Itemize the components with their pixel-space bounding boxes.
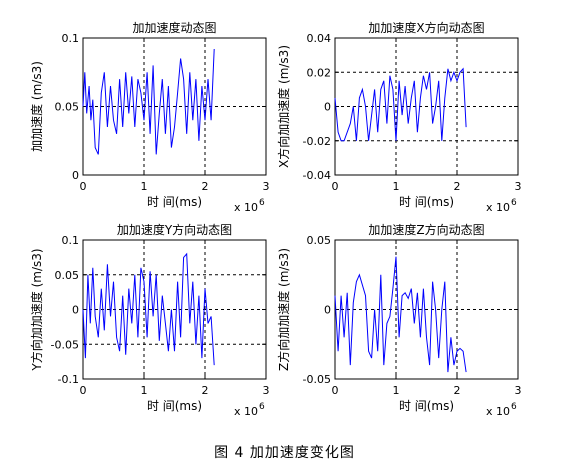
panel3-y-tick-label: 0 <box>72 304 79 317</box>
panel2-y-tick-label: -0.02 <box>303 135 331 148</box>
panel1-x-tick-label: 1 <box>141 180 148 193</box>
panel3-x-tick-label: 2 <box>202 384 209 397</box>
panel4-series-line <box>334 256 467 373</box>
panel3-x-tick-label: 1 <box>141 384 148 397</box>
panel2-y-tick-label: 0.04 <box>307 32 332 45</box>
panel1-x-axis-label: 时 间(ms) <box>147 195 202 209</box>
panel3-x-tick-label: 0 <box>80 384 87 397</box>
panel2-x-tick-label: 1 <box>393 180 400 193</box>
panel2-x-axis-label: 时 间(ms) <box>399 195 454 209</box>
panel3-y-tick-label: 0.05 <box>55 269 80 282</box>
panel1-series-line <box>82 48 215 155</box>
panel4-x-tick-label: 3 <box>515 384 522 397</box>
panel3-y-tick-label: 0.1 <box>62 234 80 247</box>
panel4-y-tick-label: 0 <box>324 304 331 317</box>
panel2-y-tick-label: 0 <box>324 101 331 114</box>
panel1-x-tick-label: 2 <box>202 180 209 193</box>
panel3-y-tick-label: -0.1 <box>58 373 79 386</box>
panel1-x-multiplier-exponent: 6 <box>259 198 265 208</box>
panel4-y-axis-label: Z方向加加速度 (m/s3) <box>276 248 291 371</box>
panel1-y-tick-label: 0 <box>72 169 79 182</box>
panel2-x-multiplier-label: x 10 <box>486 201 510 214</box>
panel2-chart-title: 加加速度X方向动态图 <box>368 20 484 35</box>
panel2-x-tick-label: 0 <box>332 180 339 193</box>
panel4-y-tick-label: -0.05 <box>303 373 331 386</box>
panel2-series-line <box>334 67 467 142</box>
panel1-y-axis-label: 加加速度 (m/s3) <box>29 61 44 152</box>
panel2-y-tick-label: 0.02 <box>307 66 332 79</box>
panel4-x-multiplier-exponent: 6 <box>511 402 517 412</box>
panel3-x-multiplier-label: x 10 <box>234 405 258 418</box>
panel4-x-tick-label: 0 <box>332 384 339 397</box>
panel3-x-multiplier-exponent: 6 <box>259 402 265 412</box>
panel3-chart-title: 加加速度Y方向动态图 <box>117 222 232 237</box>
panel2-x-tick-label: 3 <box>515 180 522 193</box>
panel1-x-tick-label: 0 <box>80 180 87 193</box>
panel2-x-multiplier-exponent: 6 <box>511 198 517 208</box>
panel1-x-multiplier-label: x 10 <box>234 201 258 214</box>
panel3-x-axis-label: 时 间(ms) <box>147 399 202 413</box>
panel3-x-tick-label: 3 <box>263 384 270 397</box>
panel4-x-axis-label: 时 间(ms) <box>399 399 454 413</box>
panel2-y-tick-label: -0.04 <box>303 169 331 182</box>
panel1-chart-title: 加加速度动态图 <box>132 20 216 35</box>
panel2-y-axis-label: X方向加加速度 (m/s3) <box>276 45 291 168</box>
panel4-x-multiplier-label: x 10 <box>486 405 510 418</box>
panel2-x-tick-label: 2 <box>454 180 461 193</box>
panel1-y-tick-label: 0.1 <box>62 32 80 45</box>
figure-caption: 图 4 加加速度变化图 <box>214 445 355 461</box>
panel3-y-tick-label: -0.05 <box>51 338 79 351</box>
panel1-x-tick-label: 3 <box>263 180 270 193</box>
panel3-series-line <box>82 252 215 366</box>
panel1-y-tick-label: 0.05 <box>55 101 80 114</box>
panel4-chart-title: 加加速度Z方向动态图 <box>368 222 484 237</box>
panel4-y-tick-label: 0.05 <box>307 234 332 247</box>
panel4-x-tick-label: 1 <box>393 384 400 397</box>
panel4-x-tick-label: 2 <box>454 384 461 397</box>
panel3-y-axis-label: Y方向加加速度 (m/s3) <box>29 248 44 371</box>
